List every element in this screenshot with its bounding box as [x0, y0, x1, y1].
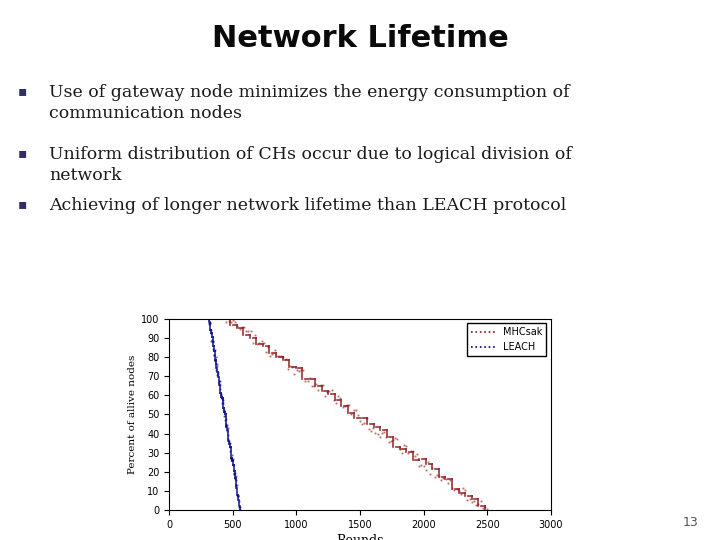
Text: Network Lifetime: Network Lifetime — [212, 24, 508, 53]
Text: Uniform distribution of CHs occur due to logical division of
network: Uniform distribution of CHs occur due to… — [49, 146, 572, 184]
LEACH — [205, 315, 214, 322]
Y-axis label: Percent of allive nodes: Percent of allive nodes — [128, 355, 137, 474]
MHCsak — [311, 383, 320, 389]
Line: MHCsak: MHCsak — [226, 319, 485, 510]
LEACH — [220, 409, 228, 415]
MHCsak — [395, 443, 404, 450]
LEACH — [204, 315, 213, 322]
Text: Use of gateway node minimizes the energy consumption of
communication nodes: Use of gateway node minimizes the energy… — [49, 84, 570, 122]
Line: LEACH: LEACH — [209, 319, 240, 510]
X-axis label: Rounds: Rounds — [336, 534, 384, 540]
LEACH — [211, 357, 220, 363]
LEACH — [220, 409, 229, 415]
Text: 13: 13 — [683, 516, 698, 529]
Legend: MHCsak, LEACH: MHCsak, LEACH — [467, 323, 546, 356]
Text: ▪: ▪ — [18, 146, 27, 160]
MHCsak — [265, 343, 274, 349]
Text: ▪: ▪ — [18, 197, 27, 211]
Text: Achieving of longer network lifetime than LEACH protocol: Achieving of longer network lifetime tha… — [49, 197, 566, 214]
MHCsak — [222, 315, 230, 322]
MHCsak — [467, 493, 476, 500]
Text: ▪: ▪ — [18, 84, 27, 98]
